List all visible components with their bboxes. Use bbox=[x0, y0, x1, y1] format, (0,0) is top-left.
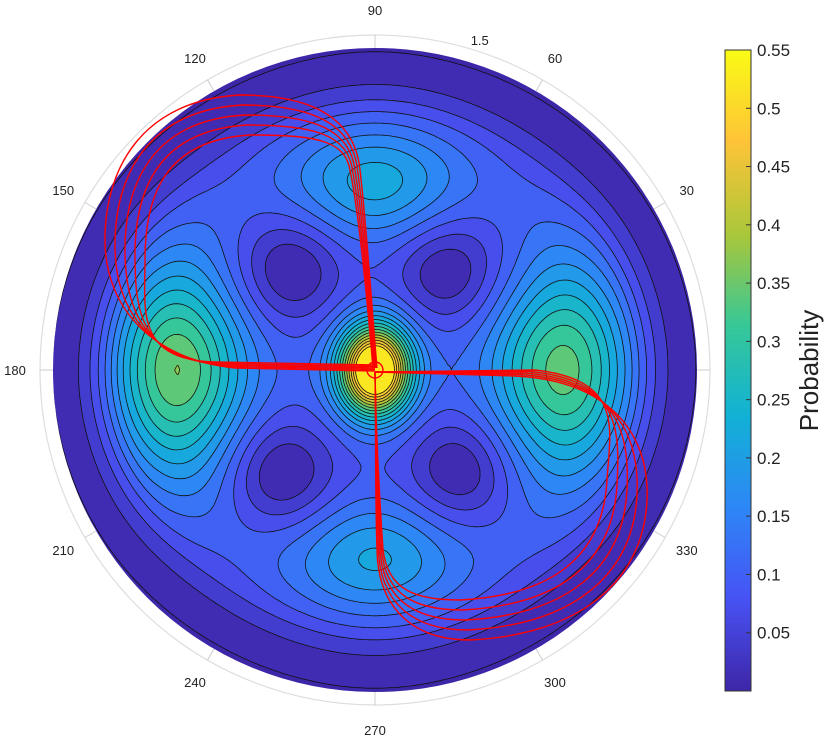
plot-area bbox=[53, 48, 697, 692]
contour-line bbox=[346, 334, 404, 406]
angular-tick-label: 330 bbox=[676, 543, 698, 558]
contour-line bbox=[78, 84, 669, 656]
trajectory-lower-right bbox=[374, 371, 638, 631]
contour-line bbox=[174, 331, 406, 409]
colorbar-tick-label: 0.3 bbox=[757, 332, 781, 351]
angular-tick-mark bbox=[84, 530, 97, 538]
polar-axis: 30 60 90 120 150 180 210 240 270 300 330 bbox=[4, 3, 711, 738]
trajectory-curves bbox=[104, 94, 648, 641]
radial-tick-labels: 1.5 bbox=[471, 33, 489, 48]
colorbar-tick-label: 0.1 bbox=[757, 565, 781, 584]
colorbar-frame bbox=[724, 49, 752, 692]
colorbar-tick-label: 0.55 bbox=[757, 41, 790, 60]
colorbar-tick-label: 0.5 bbox=[757, 99, 781, 118]
angular-tick-mark bbox=[84, 202, 97, 210]
angular-tick-label: 30 bbox=[680, 183, 694, 198]
angular-tick-label: 240 bbox=[184, 675, 206, 690]
contour-line bbox=[116, 146, 626, 591]
trajectory-upper-left bbox=[143, 134, 376, 369]
contour-lines bbox=[53, 51, 697, 689]
angular-tick-mark bbox=[535, 648, 543, 661]
colorbar-ticks: 0.05 0.1 0.15 0.2 0.25 0.3 0.35 0.4 0.45 0.5 0.55 bbox=[746, 41, 790, 643]
colorbar-tick-label: 0.25 bbox=[757, 391, 790, 410]
trajectory-upper-left bbox=[104, 94, 378, 372]
angular-tick-label: 60 bbox=[548, 51, 562, 66]
angular-tick-mark bbox=[535, 79, 543, 92]
probability-heatmap bbox=[53, 48, 697, 692]
colorbar-tick-label: 0.35 bbox=[757, 274, 790, 293]
contour-line bbox=[350, 339, 400, 401]
angular-tick-label: 120 bbox=[184, 51, 206, 66]
angular-tick-mark bbox=[653, 530, 666, 538]
contour-line bbox=[129, 289, 610, 451]
colorbar-gradient bbox=[725, 50, 751, 691]
radial-tick-label: 1.5 bbox=[471, 33, 489, 48]
angular-tick-label: 270 bbox=[364, 723, 386, 738]
contour-line bbox=[110, 134, 633, 604]
angular-tick-mark bbox=[207, 79, 215, 92]
contour-line bbox=[122, 162, 618, 571]
trajectory-lower-right bbox=[374, 369, 611, 601]
contour-line bbox=[53, 51, 697, 689]
trajectory-upper-left bbox=[134, 124, 376, 369]
trajectory-upper-left bbox=[114, 104, 377, 371]
trajectory-center-ring bbox=[366, 361, 384, 379]
trajectory-upper-left bbox=[124, 114, 376, 369]
colorbar: 0.050.10.150.20.250.30.350.40.450.50.55 … bbox=[724, 41, 824, 692]
colorbar-tick-label: 0.2 bbox=[757, 449, 781, 468]
contour-line bbox=[144, 317, 593, 423]
contour-line bbox=[97, 111, 647, 629]
angular-tick-mark bbox=[207, 648, 215, 661]
angular-tick-label: 210 bbox=[52, 543, 74, 558]
colorbar-tick-label: 0.15 bbox=[757, 507, 790, 526]
trajectory-lower-right bbox=[374, 371, 648, 641]
angular-tick-label: 90 bbox=[368, 3, 382, 18]
trajectory-lower-right bbox=[374, 370, 619, 611]
angular-tick-label: 150 bbox=[52, 183, 74, 198]
trajectory-lower-right bbox=[374, 371, 629, 621]
contour-line bbox=[104, 122, 640, 617]
colorbar-tick-label: 0.45 bbox=[757, 158, 790, 177]
angular-tick-mark bbox=[653, 202, 666, 210]
colorbar-label: Probability bbox=[794, 310, 824, 431]
angular-tick-label: 300 bbox=[544, 675, 566, 690]
colorbar-tick-label: 0.05 bbox=[757, 624, 790, 643]
colorbar-tick-label: 0.4 bbox=[757, 216, 781, 235]
angular-tick-label: 180 bbox=[4, 363, 26, 378]
contour-line bbox=[352, 342, 398, 398]
